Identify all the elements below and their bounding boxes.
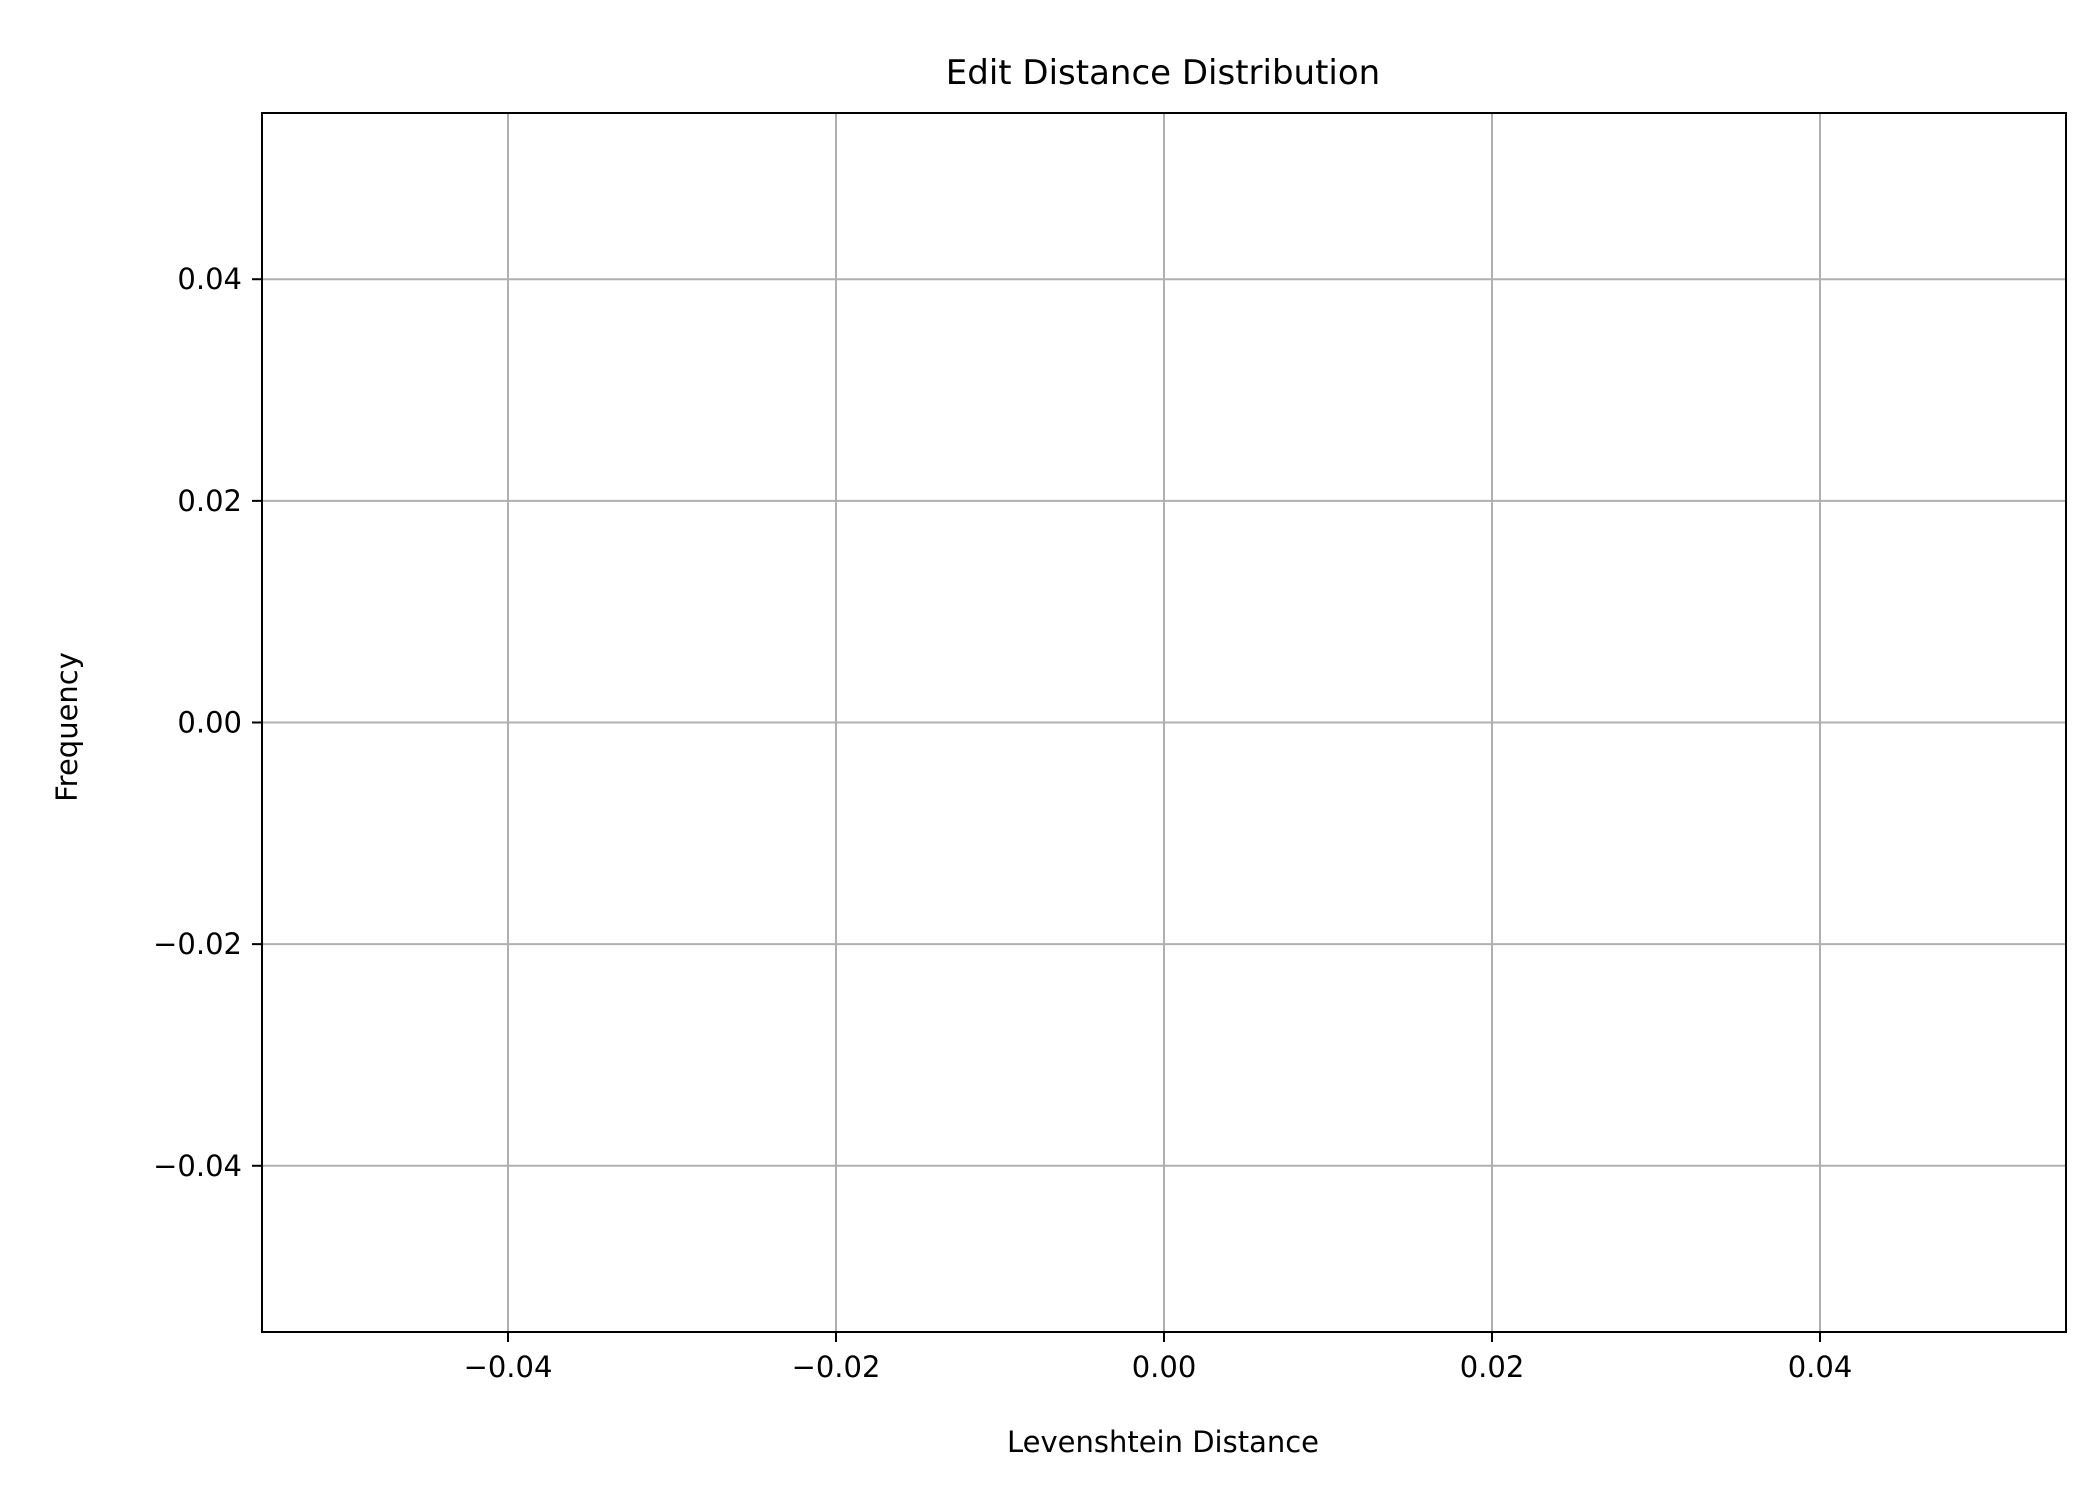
x-tick-label: −0.02	[792, 1350, 881, 1384]
x-tick-label: 0.04	[1788, 1350, 1853, 1384]
y-tick-label: −0.04	[153, 1149, 242, 1183]
y-tick-label: 0.02	[177, 484, 242, 518]
tick-layer: −0.04 −0.02 0.00 0.02 0.04 −0.04 −0.02 0.00 0.02…	[153, 262, 1852, 1384]
y-axis-label: Frequency	[50, 652, 84, 802]
y-tick-label: 0.00	[177, 706, 242, 740]
y-tick-label: 0.04	[177, 262, 242, 296]
plot-area-frame	[261, 112, 2067, 1333]
y-tick-label: −0.02	[153, 927, 242, 961]
x-tick-label: 0.00	[1132, 1350, 1197, 1384]
x-tick-label: 0.02	[1460, 1350, 1525, 1384]
grid-layer	[262, 113, 2066, 1332]
chart-title: Edit Distance Distribution	[946, 53, 1380, 93]
x-tick-label: −0.04	[464, 1350, 553, 1384]
x-axis-label: Levenshtein Distance	[1007, 1425, 1319, 1459]
